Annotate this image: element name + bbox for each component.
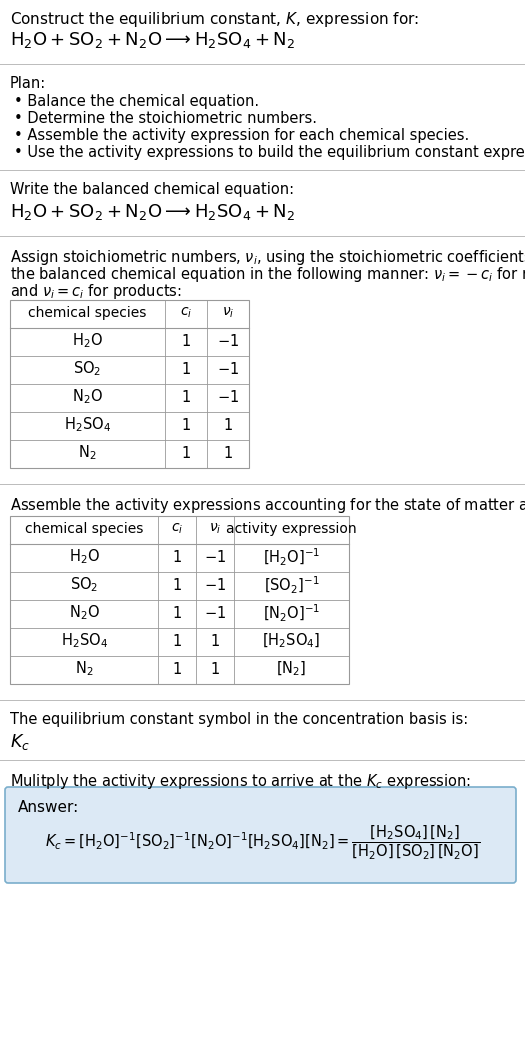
Text: 1: 1 <box>172 662 182 677</box>
Text: $-1$: $-1$ <box>217 389 239 405</box>
Text: Write the balanced chemical equation:: Write the balanced chemical equation: <box>10 182 294 197</box>
Text: Mulitply the activity expressions to arrive at the $K_c$ expression:: Mulitply the activity expressions to arr… <box>10 772 471 791</box>
Text: Plan:: Plan: <box>10 76 46 92</box>
Text: $[\mathrm{SO_2}]^{-1}$: $[\mathrm{SO_2}]^{-1}$ <box>264 575 319 596</box>
Text: Construct the equilibrium constant, $K$, expression for:: Construct the equilibrium constant, $K$,… <box>10 10 419 29</box>
Text: $[\mathrm{N_2O}]^{-1}$: $[\mathrm{N_2O}]^{-1}$ <box>263 602 320 624</box>
Text: • Balance the chemical equation.: • Balance the chemical equation. <box>14 94 259 109</box>
Text: 1: 1 <box>211 662 219 677</box>
Text: $[\mathrm{N_2}]$: $[\mathrm{N_2}]$ <box>276 660 307 678</box>
Text: 1: 1 <box>172 549 182 565</box>
Text: $K_c = [\mathrm{H_2O}]^{-1}[\mathrm{SO_2}]^{-1}[\mathrm{N_2O}]^{-1}[\mathrm{H_2S: $K_c = [\mathrm{H_2O}]^{-1}[\mathrm{SO_2… <box>45 824 480 861</box>
Text: $\mathrm{N_2O}$: $\mathrm{N_2O}$ <box>69 603 99 622</box>
Text: The equilibrium constant symbol in the concentration basis is:: The equilibrium constant symbol in the c… <box>10 712 468 727</box>
Text: 1: 1 <box>172 633 182 648</box>
Text: $\mathrm{N_2O}$: $\mathrm{N_2O}$ <box>72 387 103 406</box>
Text: chemical species: chemical species <box>25 522 143 536</box>
Text: 1: 1 <box>223 417 233 432</box>
Text: $\nu_i$: $\nu_i$ <box>222 305 234 320</box>
Text: 1: 1 <box>181 417 191 432</box>
Text: Assemble the activity expressions accounting for the state of matter and $\nu_i$: Assemble the activity expressions accoun… <box>10 496 525 515</box>
Text: the balanced chemical equation in the following manner: $\nu_i = -c_i$ for react: the balanced chemical equation in the fo… <box>10 265 525 284</box>
Text: activity expression: activity expression <box>226 522 357 536</box>
Text: 1: 1 <box>211 633 219 648</box>
Text: $\mathrm{N_2}$: $\mathrm{N_2}$ <box>78 444 97 463</box>
Text: $\mathrm{H_2O + SO_2 + N_2O} \longrightarrow \mathrm{H_2SO_4 + N_2}$: $\mathrm{H_2O + SO_2 + N_2O} \longrighta… <box>10 30 295 50</box>
Text: $\mathrm{SO_2}$: $\mathrm{SO_2}$ <box>70 576 98 595</box>
Text: 1: 1 <box>181 362 191 377</box>
Text: $c_i$: $c_i$ <box>180 305 192 320</box>
Text: $[\mathrm{H_2SO_4}]$: $[\mathrm{H_2SO_4}]$ <box>262 632 321 650</box>
Text: Assign stoichiometric numbers, $\nu_i$, using the stoichiometric coefficients, $: Assign stoichiometric numbers, $\nu_i$, … <box>10 248 525 267</box>
Text: $\mathrm{H_2O + SO_2 + N_2O} \longrightarrow \mathrm{H_2SO_4 + N_2}$: $\mathrm{H_2O + SO_2 + N_2O} \longrighta… <box>10 202 295 222</box>
Text: $-1$: $-1$ <box>204 577 226 593</box>
Text: $[\mathrm{H_2O}]^{-1}$: $[\mathrm{H_2O}]^{-1}$ <box>263 547 320 567</box>
Text: $-1$: $-1$ <box>217 361 239 377</box>
Text: 1: 1 <box>181 333 191 349</box>
Text: 1: 1 <box>181 446 191 461</box>
Text: chemical species: chemical species <box>28 306 146 320</box>
Bar <box>10 516 349 684</box>
Text: $K_c$: $K_c$ <box>10 732 30 752</box>
Text: and $\nu_i = c_i$ for products:: and $\nu_i = c_i$ for products: <box>10 282 182 301</box>
Text: $\mathrm{SO_2}$: $\mathrm{SO_2}$ <box>74 360 102 379</box>
Text: • Use the activity expressions to build the equilibrium constant expression.: • Use the activity expressions to build … <box>14 145 525 160</box>
Text: Answer:: Answer: <box>18 800 79 815</box>
Text: 1: 1 <box>172 578 182 593</box>
Text: $\mathrm{H_2SO_4}$: $\mathrm{H_2SO_4}$ <box>64 416 111 434</box>
Text: $\mathrm{H_2SO_4}$: $\mathrm{H_2SO_4}$ <box>60 632 108 650</box>
Text: $\mathrm{H_2O}$: $\mathrm{H_2O}$ <box>69 548 99 566</box>
Text: 1: 1 <box>172 605 182 620</box>
Bar <box>10 300 249 468</box>
Text: • Assemble the activity expression for each chemical species.: • Assemble the activity expression for e… <box>14 128 469 143</box>
FancyBboxPatch shape <box>5 787 516 883</box>
Text: $c_i$: $c_i$ <box>171 521 183 536</box>
Text: $-1$: $-1$ <box>204 549 226 565</box>
Text: 1: 1 <box>223 446 233 461</box>
Text: $-1$: $-1$ <box>204 605 226 621</box>
Text: $\mathrm{H_2O}$: $\mathrm{H_2O}$ <box>72 332 103 350</box>
Text: 1: 1 <box>181 389 191 404</box>
Text: $\nu_i$: $\nu_i$ <box>209 521 221 536</box>
Text: $\mathrm{N_2}$: $\mathrm{N_2}$ <box>75 660 93 679</box>
Text: $-1$: $-1$ <box>217 333 239 349</box>
Text: • Determine the stoichiometric numbers.: • Determine the stoichiometric numbers. <box>14 111 317 126</box>
